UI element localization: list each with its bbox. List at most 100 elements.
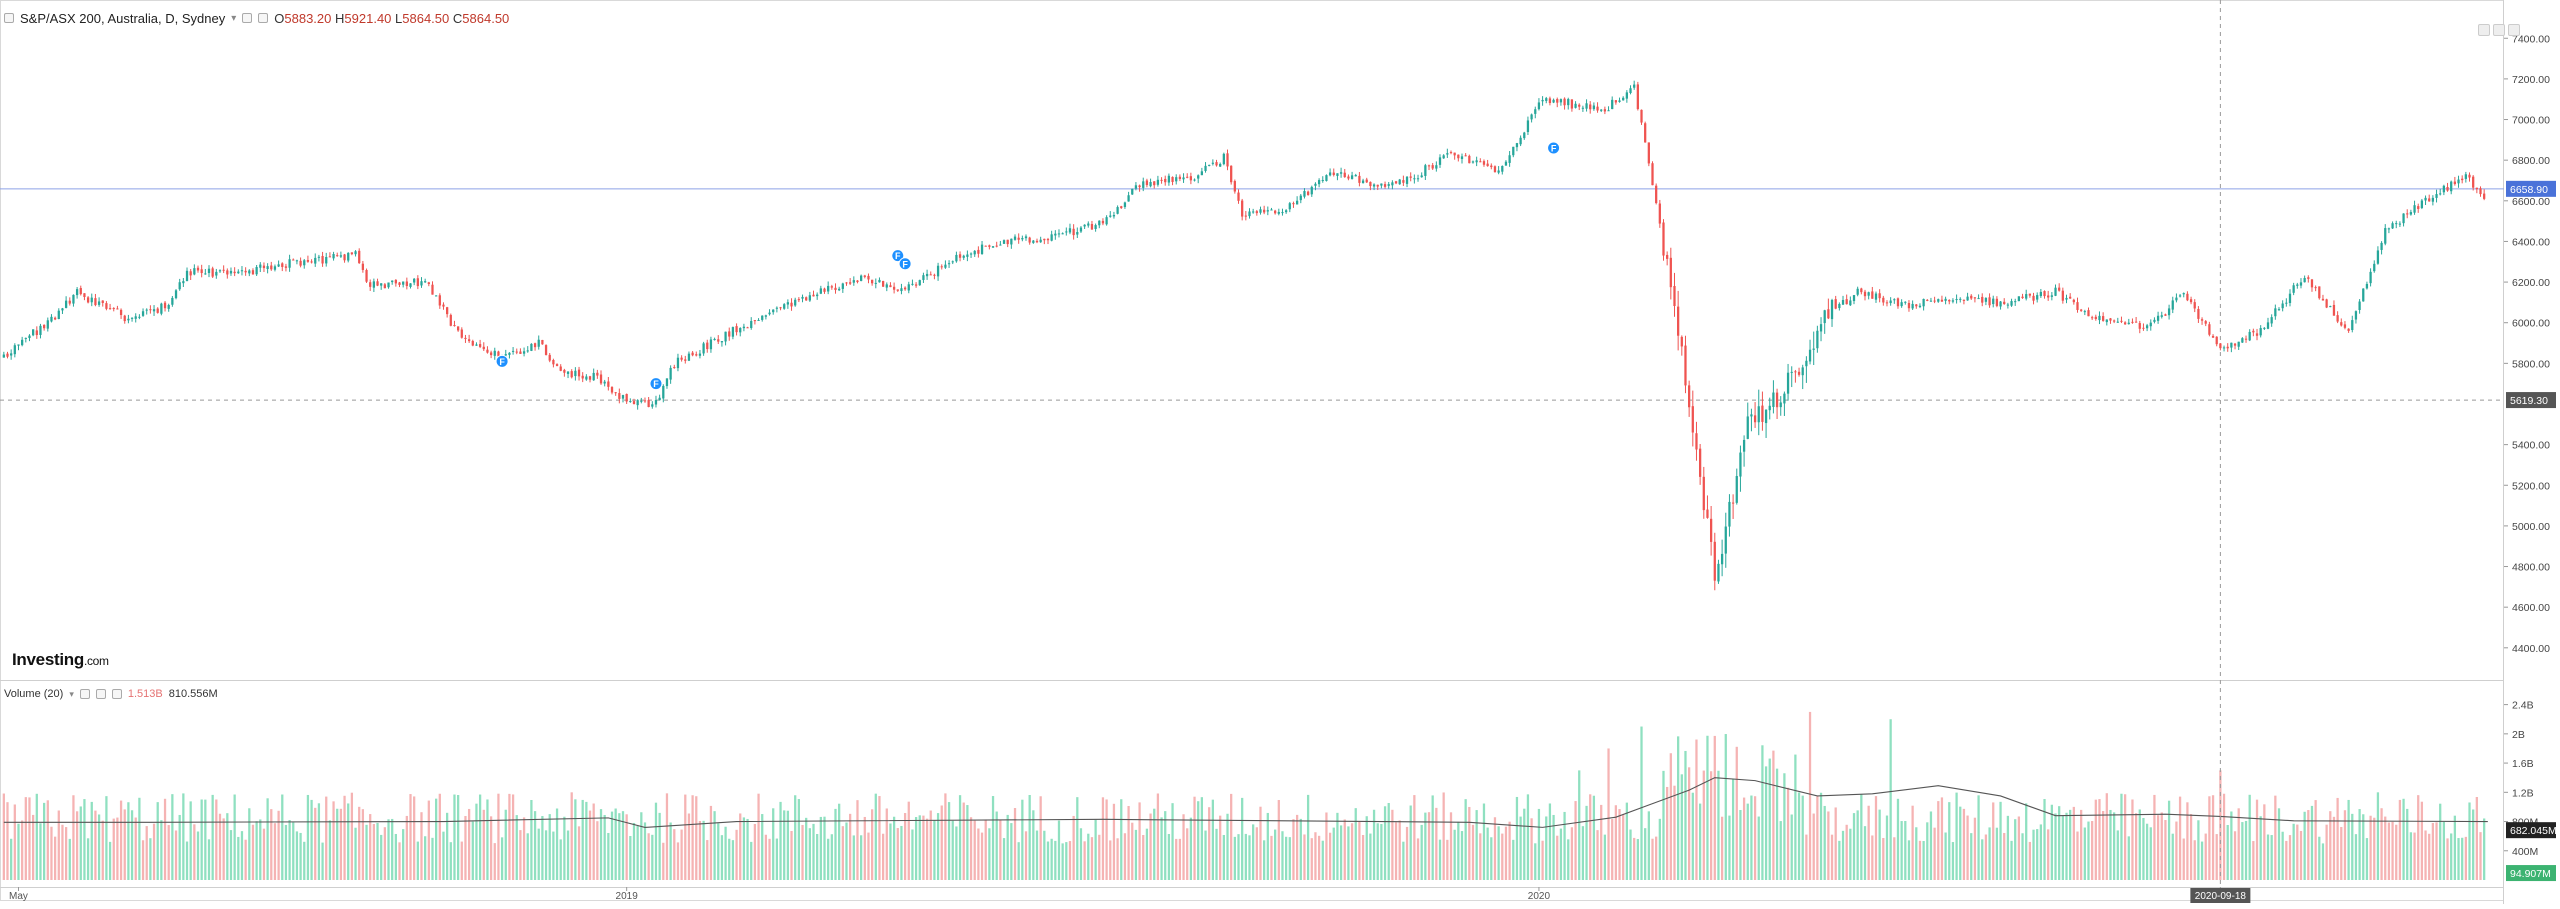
volume-bar bbox=[372, 824, 376, 880]
volume-bar bbox=[1537, 808, 1541, 880]
candle-body bbox=[1757, 406, 1760, 423]
volume-bar bbox=[2417, 795, 2420, 880]
volume-bar bbox=[435, 798, 438, 880]
settings-icon[interactable] bbox=[79, 689, 90, 699]
candle-body bbox=[790, 302, 793, 307]
volume-bar bbox=[940, 805, 943, 880]
volume-bar bbox=[1376, 823, 1379, 880]
volume-bar bbox=[1742, 797, 1746, 880]
settings-icon[interactable] bbox=[242, 13, 253, 23]
candle-body bbox=[321, 255, 324, 264]
volume-bar bbox=[1178, 838, 1182, 880]
candle-body bbox=[130, 317, 134, 319]
volume-bar bbox=[614, 808, 617, 880]
candle-body bbox=[2376, 250, 2380, 264]
candle-body bbox=[1783, 393, 1786, 404]
volume-bar bbox=[2270, 835, 2273, 880]
candle-body bbox=[2439, 193, 2442, 195]
candle-body bbox=[438, 295, 441, 306]
volume-bar bbox=[1394, 822, 1398, 880]
candle-body bbox=[863, 275, 866, 277]
volume-bar bbox=[845, 822, 848, 880]
volume-bar bbox=[581, 799, 584, 880]
volume-bar bbox=[475, 803, 478, 880]
candle-body bbox=[1786, 372, 1790, 394]
volume-bar bbox=[684, 794, 687, 880]
chevron-down-icon[interactable]: ▾ bbox=[231, 12, 237, 24]
candle-body bbox=[1263, 209, 1266, 213]
volume-bar bbox=[1138, 802, 1141, 880]
volume-bar bbox=[914, 817, 918, 880]
candle-body bbox=[1827, 309, 1830, 319]
volume-bar bbox=[2131, 799, 2134, 880]
volume-bar bbox=[511, 794, 515, 880]
volume-bar bbox=[1940, 797, 1944, 880]
volume-bar bbox=[1347, 826, 1350, 880]
candle-body bbox=[123, 315, 126, 322]
volume-bar bbox=[1757, 816, 1760, 880]
volume-bar bbox=[2362, 814, 2365, 880]
candle-body bbox=[2226, 346, 2229, 349]
candle-body bbox=[1534, 109, 1537, 114]
candle-body bbox=[1746, 416, 1749, 439]
close-icon[interactable] bbox=[111, 689, 122, 699]
volume-bar bbox=[1984, 834, 1988, 880]
candle-body bbox=[951, 261, 954, 263]
volume-bar bbox=[1402, 841, 1405, 880]
volume-bar bbox=[779, 801, 782, 880]
volume-bar bbox=[431, 837, 434, 880]
close-icon[interactable] bbox=[2508, 24, 2520, 36]
volume-bar bbox=[2226, 825, 2229, 880]
volume-bar bbox=[768, 838, 771, 880]
candle-body bbox=[1640, 109, 1643, 123]
volume-bar bbox=[233, 794, 236, 880]
hide-icon[interactable] bbox=[258, 13, 269, 23]
volume-bar bbox=[2142, 817, 2145, 880]
chevron-down-icon[interactable]: ▾ bbox=[69, 688, 74, 699]
candle-body bbox=[1856, 288, 1859, 295]
candle-body bbox=[929, 274, 932, 276]
volume-bar bbox=[255, 821, 258, 880]
candle-body bbox=[1317, 180, 1321, 185]
volume-bar bbox=[1372, 809, 1376, 880]
candle-body bbox=[2398, 223, 2402, 225]
volume-bar bbox=[211, 794, 214, 880]
collapse-icon[interactable] bbox=[4, 13, 14, 23]
candle-body bbox=[2380, 242, 2383, 250]
volume-bar bbox=[2314, 800, 2317, 880]
volume-bar bbox=[1266, 812, 1269, 880]
volume-last-badge-text: 94.907M bbox=[2510, 868, 2551, 880]
volume-bar bbox=[2303, 811, 2306, 880]
candle-body bbox=[1552, 99, 1555, 103]
volume-bar bbox=[1024, 831, 1028, 880]
candle-body bbox=[361, 263, 365, 270]
volume-bar bbox=[1775, 768, 1779, 880]
volume-ma-line bbox=[3, 777, 2488, 828]
candle-body bbox=[544, 345, 548, 355]
volume-bar bbox=[1951, 842, 1955, 880]
symbol-label[interactable]: S&P/ASX 200, Australia, D, Sydney bbox=[20, 10, 226, 26]
volume-bar bbox=[1332, 827, 1335, 880]
candle-body bbox=[1142, 181, 1145, 188]
candle-body bbox=[680, 357, 683, 360]
volume-label[interactable]: Volume (20) bbox=[4, 688, 64, 700]
volume-bar bbox=[1076, 797, 1079, 880]
candle-body bbox=[1823, 310, 1826, 324]
volume-bar bbox=[1255, 827, 1258, 880]
maximize-icon[interactable] bbox=[2478, 24, 2490, 36]
candle-body bbox=[2336, 315, 2339, 322]
price-tick-label: 7200.00 bbox=[2512, 74, 2550, 86]
volume-bar bbox=[1552, 814, 1555, 880]
hide-icon[interactable] bbox=[95, 689, 106, 699]
volume-bar bbox=[687, 813, 691, 880]
volume-bar bbox=[944, 793, 947, 880]
candle-body bbox=[1512, 146, 1515, 156]
restore-icon[interactable] bbox=[2493, 24, 2505, 36]
candle-body bbox=[2424, 197, 2427, 201]
volume-bar bbox=[1314, 832, 1317, 880]
candle-body bbox=[1702, 476, 1705, 511]
volume-bar bbox=[1534, 843, 1537, 880]
candle-body bbox=[226, 270, 229, 275]
